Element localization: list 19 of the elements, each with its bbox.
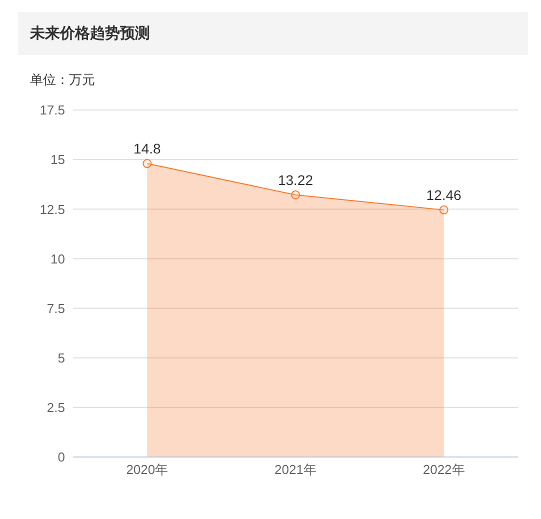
data-label: 12.46	[426, 186, 462, 203]
y-tick-label: 15	[50, 152, 65, 168]
y-tick-label: 0	[58, 450, 65, 465]
y-tick-label: 10	[50, 251, 65, 266]
chart-subtitle: 单位：万元	[30, 71, 96, 89]
y-tick-label: 12.5	[40, 202, 65, 217]
chart-title: 未来价格趋势预测	[18, 12, 528, 55]
y-tick-label: 7.5	[46, 300, 65, 316]
point	[439, 205, 448, 214]
data-label: 14.8	[134, 140, 162, 157]
y-tick-label: 2.5	[46, 400, 65, 416]
y-tick-label: 5	[58, 350, 65, 366]
x-tick-label: 2020年	[126, 462, 168, 478]
y-tick-label: 17.5	[40, 102, 65, 118]
x-tick-label: 2022年	[422, 462, 465, 478]
point	[291, 190, 300, 200]
point	[142, 159, 152, 168]
data-label: 13.22	[278, 172, 314, 188]
x-tick-label: 2021年	[274, 462, 316, 478]
